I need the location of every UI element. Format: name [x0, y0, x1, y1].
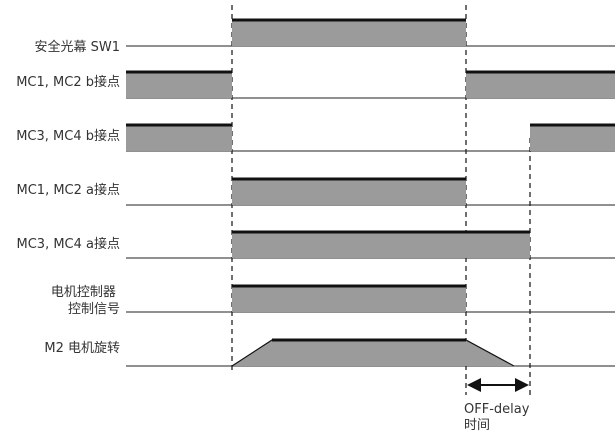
signal-pulse-m2: [232, 340, 514, 366]
signal-label-ctrl-line1: 电机控制器: [51, 285, 116, 300]
signal-pulse-ctrl: [232, 286, 466, 312]
signal-label-mc12a-line: MC1, MC2 a接点: [17, 182, 121, 198]
signal-label-mc34b-line: MC3, MC4 b接点: [16, 128, 120, 144]
signal-row-mc12a: MC1, MC2 a接点: [17, 177, 615, 206]
signal-row-ctrl: 电机控制器 控制信号: [51, 284, 615, 317]
double-arrow-icon: [467, 378, 529, 392]
signal-pulse-mc12b-right: [466, 72, 615, 98]
signal-pulse-mc34b-right: [530, 125, 615, 151]
signal-label-sw1-line: 安全光幕 SW1: [34, 39, 120, 55]
signal-pulse-mc34a: [232, 232, 530, 258]
signal-label-mc34b: MC3, MC4 b接点: [16, 128, 120, 144]
signal-row-mc34a: MC3, MC4 a接点: [17, 230, 615, 259]
signal-row-sw1: 安全光幕 SW1: [34, 18, 615, 55]
signal-row-mc12b: MC1, MC2 b接点: [16, 70, 615, 99]
signal-row-mc34b: MC3, MC4 b接点: [16, 123, 615, 152]
signal-label-m2: M2 电机旋转: [44, 341, 120, 356]
signal-label-m2-line: M2 电机旋转: [44, 341, 120, 356]
off-delay-label-line2: 时间: [464, 418, 490, 433]
signal-label-mc34a: MC3, MC4 a接点: [17, 236, 121, 252]
signal-row-m2: M2 电机旋转: [44, 338, 615, 367]
signal-label-mc12b: MC1, MC2 b接点: [16, 74, 120, 90]
signal-pulse-mc34b-left: [126, 125, 232, 151]
signal-label-sw1: 安全光幕 SW1: [34, 39, 120, 55]
signal-pulse-sw1: [232, 20, 466, 46]
off-delay-label-line1: OFF-delay: [464, 402, 530, 417]
signal-pulse-mc12b-left: [126, 72, 232, 98]
signal-label-ctrl: 电机控制器 控制信号: [51, 285, 120, 317]
off-delay-label: OFF-delay 时间: [464, 402, 534, 433]
signal-label-mc12a: MC1, MC2 a接点: [17, 182, 121, 198]
signal-label-mc34a-line: MC3, MC4 a接点: [17, 236, 121, 252]
signal-label-ctrl-line2: 控制信号: [68, 302, 120, 317]
signal-pulse-mc12a: [232, 179, 466, 205]
signal-label-mc12b-line: MC1, MC2 b接点: [16, 74, 120, 90]
